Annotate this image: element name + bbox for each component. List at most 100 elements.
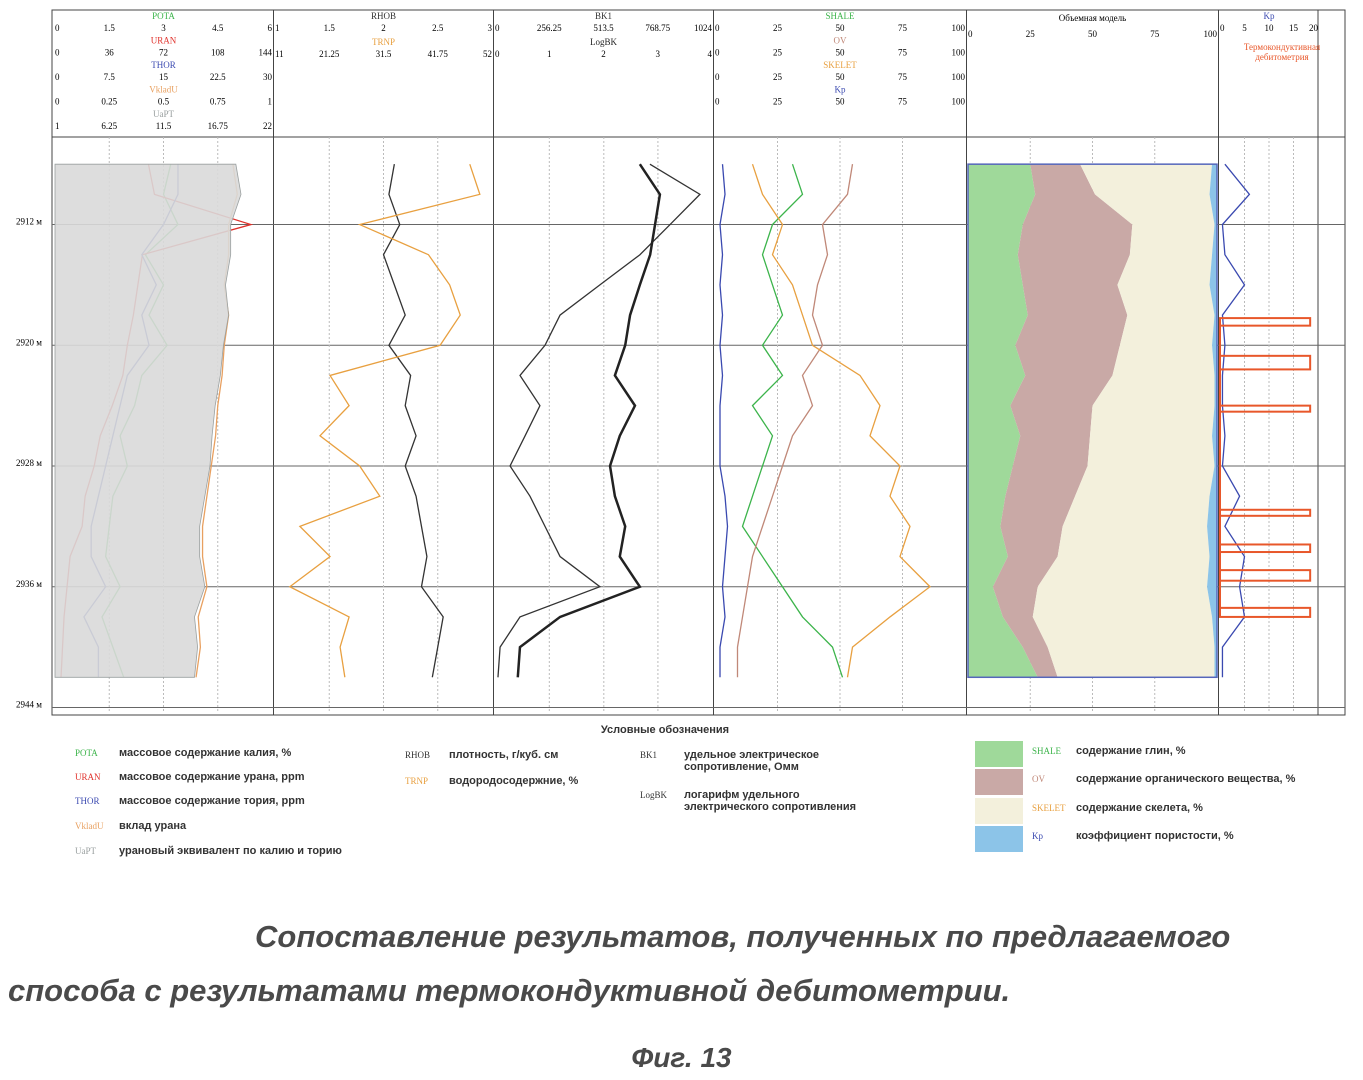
legend-text: содержание органического вещества, %	[1076, 773, 1295, 785]
legend-text: удельное электрическое сопротивление, Ом…	[684, 749, 884, 773]
scale-label: 75	[1150, 29, 1160, 39]
scale-label: 30	[263, 72, 273, 82]
curve	[1222, 164, 1249, 677]
legend-code: UaPT	[75, 845, 119, 856]
legend-item: LogBKлогарифм удельного электрического с…	[640, 789, 940, 813]
scale-label: 100	[952, 72, 966, 82]
legend-code: VkladU	[75, 820, 119, 831]
curve-name: UaPT	[153, 109, 174, 119]
legend-code: SKELET	[1032, 802, 1076, 813]
legend-code: TRNP	[405, 775, 449, 786]
y-tick-label: 2928 м	[16, 458, 42, 468]
legend-item: BK1удельное электрическое сопротивление,…	[640, 749, 940, 773]
curve-name: BK1	[595, 11, 612, 21]
legend-swatch	[975, 798, 1023, 824]
curve	[518, 164, 660, 677]
curve-name: THOR	[151, 60, 176, 70]
legend-text: логарифм удельного электрического сопрот…	[684, 789, 884, 813]
page: 2912 м 2920 м 2928 м 2936 м 2944 м POTA 0 1.5 3 4…	[0, 0, 1363, 1080]
curve-name: SHALE	[826, 11, 856, 21]
legend-code: BK1	[640, 749, 684, 760]
scale-label: 0	[1220, 23, 1225, 33]
legend-title: Условные обозначения	[560, 724, 770, 736]
scale-label: 0	[55, 23, 60, 33]
scale-label: 0	[715, 72, 720, 82]
curve-name: URAN	[151, 36, 177, 46]
legend-item: UaPTурановый эквивалент по калию и торию	[75, 845, 415, 857]
scale-label: 1	[268, 97, 273, 107]
y-tick-label: 2944 м	[16, 700, 42, 710]
scale-label: 100	[1204, 29, 1218, 39]
figure-number: Фиг. 13	[0, 1042, 1363, 1074]
curve-name: POTA	[152, 11, 175, 21]
scale-label: 11.5	[156, 121, 172, 131]
legend-code: URAN	[75, 771, 119, 782]
legend-code: SHALE	[1032, 745, 1076, 756]
scale-label: 15	[159, 72, 169, 82]
legend-item: OVсодержание органического вещества, %	[1032, 773, 1352, 785]
scale-label: 1024	[694, 23, 713, 33]
legend-item: TRNPводородосодержние, %	[405, 775, 635, 787]
curve	[743, 164, 843, 677]
legend-item: SHALEсодержание глин, %	[1032, 745, 1352, 757]
legend-code: OV	[1032, 773, 1076, 784]
legend-code: POTA	[75, 747, 119, 758]
scale-label: 1	[55, 121, 60, 131]
scale-label: 6	[268, 23, 273, 33]
y-tick-label: 2912 м	[16, 217, 42, 227]
legend-text: урановый эквивалент по калию и торию	[119, 845, 342, 857]
legend-swatch	[975, 741, 1023, 767]
scale-label: 100	[952, 48, 966, 58]
scale-label: 4	[708, 49, 713, 59]
scale-label: 75	[898, 48, 908, 58]
scale-label: 1.5	[104, 23, 116, 33]
scale-label: 513.5	[593, 23, 614, 33]
debit-interval	[1220, 356, 1310, 370]
scale-label: 2	[381, 23, 386, 33]
scale-label: 0	[55, 97, 60, 107]
y-tick-label: 2936 м	[16, 579, 42, 589]
legend-text: массовое содержание калия, %	[119, 747, 291, 759]
scale-label: 21.25	[319, 49, 340, 59]
legend-text: водородосодержние, %	[449, 775, 578, 787]
legend-item: VkladUвклад урана	[75, 820, 415, 832]
scale-label: 50	[836, 72, 846, 82]
curve	[384, 164, 444, 677]
legend-item: POTAмассовое содержание калия, %	[75, 747, 415, 759]
scale-label: 52	[483, 49, 492, 59]
legend-text: массовое содержание урана, ppm	[119, 771, 304, 783]
curve-name: TRNP	[372, 37, 395, 47]
scale-label: 22	[263, 121, 272, 131]
scale-label: 1	[547, 49, 552, 59]
scale-label: 50	[1088, 29, 1098, 39]
scale-label: 3	[488, 23, 493, 33]
curve-name: Kp	[835, 85, 846, 95]
scale-label: 0	[715, 48, 720, 58]
scale-label: 41.75	[428, 49, 449, 59]
curve-name: RHOB	[371, 11, 396, 21]
legend-code: THOR	[75, 795, 119, 806]
debit-interval	[1220, 608, 1310, 617]
scale-label: 75	[898, 23, 908, 33]
scale-label: 22.5	[210, 72, 226, 82]
legend-item: SKELETсодержание скелета, %	[1032, 802, 1352, 814]
legend-item: URANмассовое содержание урана, ppm	[75, 771, 415, 783]
legend-code: RHOB	[405, 749, 449, 760]
curve	[720, 164, 728, 677]
scale-label: 75	[898, 72, 908, 82]
scale-label: 6.25	[101, 121, 117, 131]
track-title: Термокондуктивная дебитометрия	[1222, 42, 1342, 62]
scale-label: 2	[601, 49, 606, 59]
y-tick-label: 2920 м	[16, 337, 42, 347]
scale-label: 50	[836, 23, 846, 33]
curve	[498, 164, 700, 677]
scale-label: 0.5	[158, 97, 170, 107]
scale-label: 75	[898, 97, 908, 107]
curve-name: VkladU	[149, 85, 178, 95]
curve-fill	[55, 164, 241, 677]
scale-label: 0	[495, 49, 500, 59]
debit-interval	[1220, 570, 1310, 581]
scale-label: 2.5	[432, 23, 444, 33]
curve-name: SKELET	[823, 60, 857, 70]
scale-label: 31.5	[376, 49, 392, 59]
